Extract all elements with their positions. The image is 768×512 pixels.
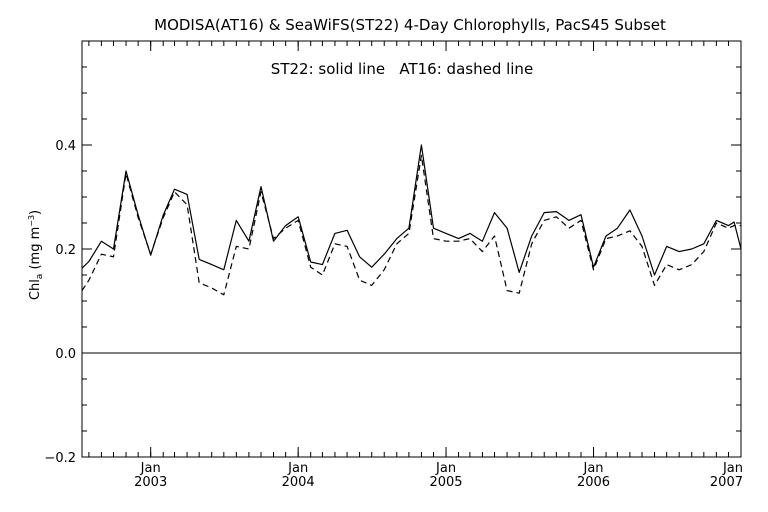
x-tick-label-month: Jan [435, 461, 456, 476]
series-annotation: ST22: solid line AT16: dashed line [271, 60, 533, 78]
y-tick-label: 0.4 [55, 139, 76, 154]
series-line-st22 [81, 144, 742, 276]
tick-labels: −0.20.00.20.4Jan2003Jan2004Jan2005Jan200… [44, 139, 743, 490]
x-tick-label-year: 2003 [134, 475, 167, 490]
plot-frame [81, 40, 742, 458]
x-tick-label-month: Jan [287, 461, 308, 476]
x-tick-label-year: 2006 [577, 475, 610, 490]
data-series [81, 144, 742, 296]
x-tick-label-year: 2005 [429, 475, 462, 490]
x-tick-label-year: 2007 [710, 475, 743, 490]
y-tick-label: 0.2 [55, 243, 76, 258]
axis-ticks [82, 40, 742, 458]
y-tick-label: 0.0 [55, 347, 76, 362]
y-tick-label: −0.2 [44, 451, 76, 466]
x-tick-label-month: Jan [140, 461, 161, 476]
x-tick-label-month: Jan [582, 461, 603, 476]
x-tick-label-month: Jan [722, 461, 743, 476]
x-tick-label-year: 2004 [282, 475, 315, 490]
y-axis-label: Chla (mg m−3) [27, 210, 45, 300]
series-line-at16 [81, 154, 741, 296]
chart-title: MODISA(AT16) & SeaWiFS(ST22) 4-Day Chlor… [154, 16, 666, 34]
